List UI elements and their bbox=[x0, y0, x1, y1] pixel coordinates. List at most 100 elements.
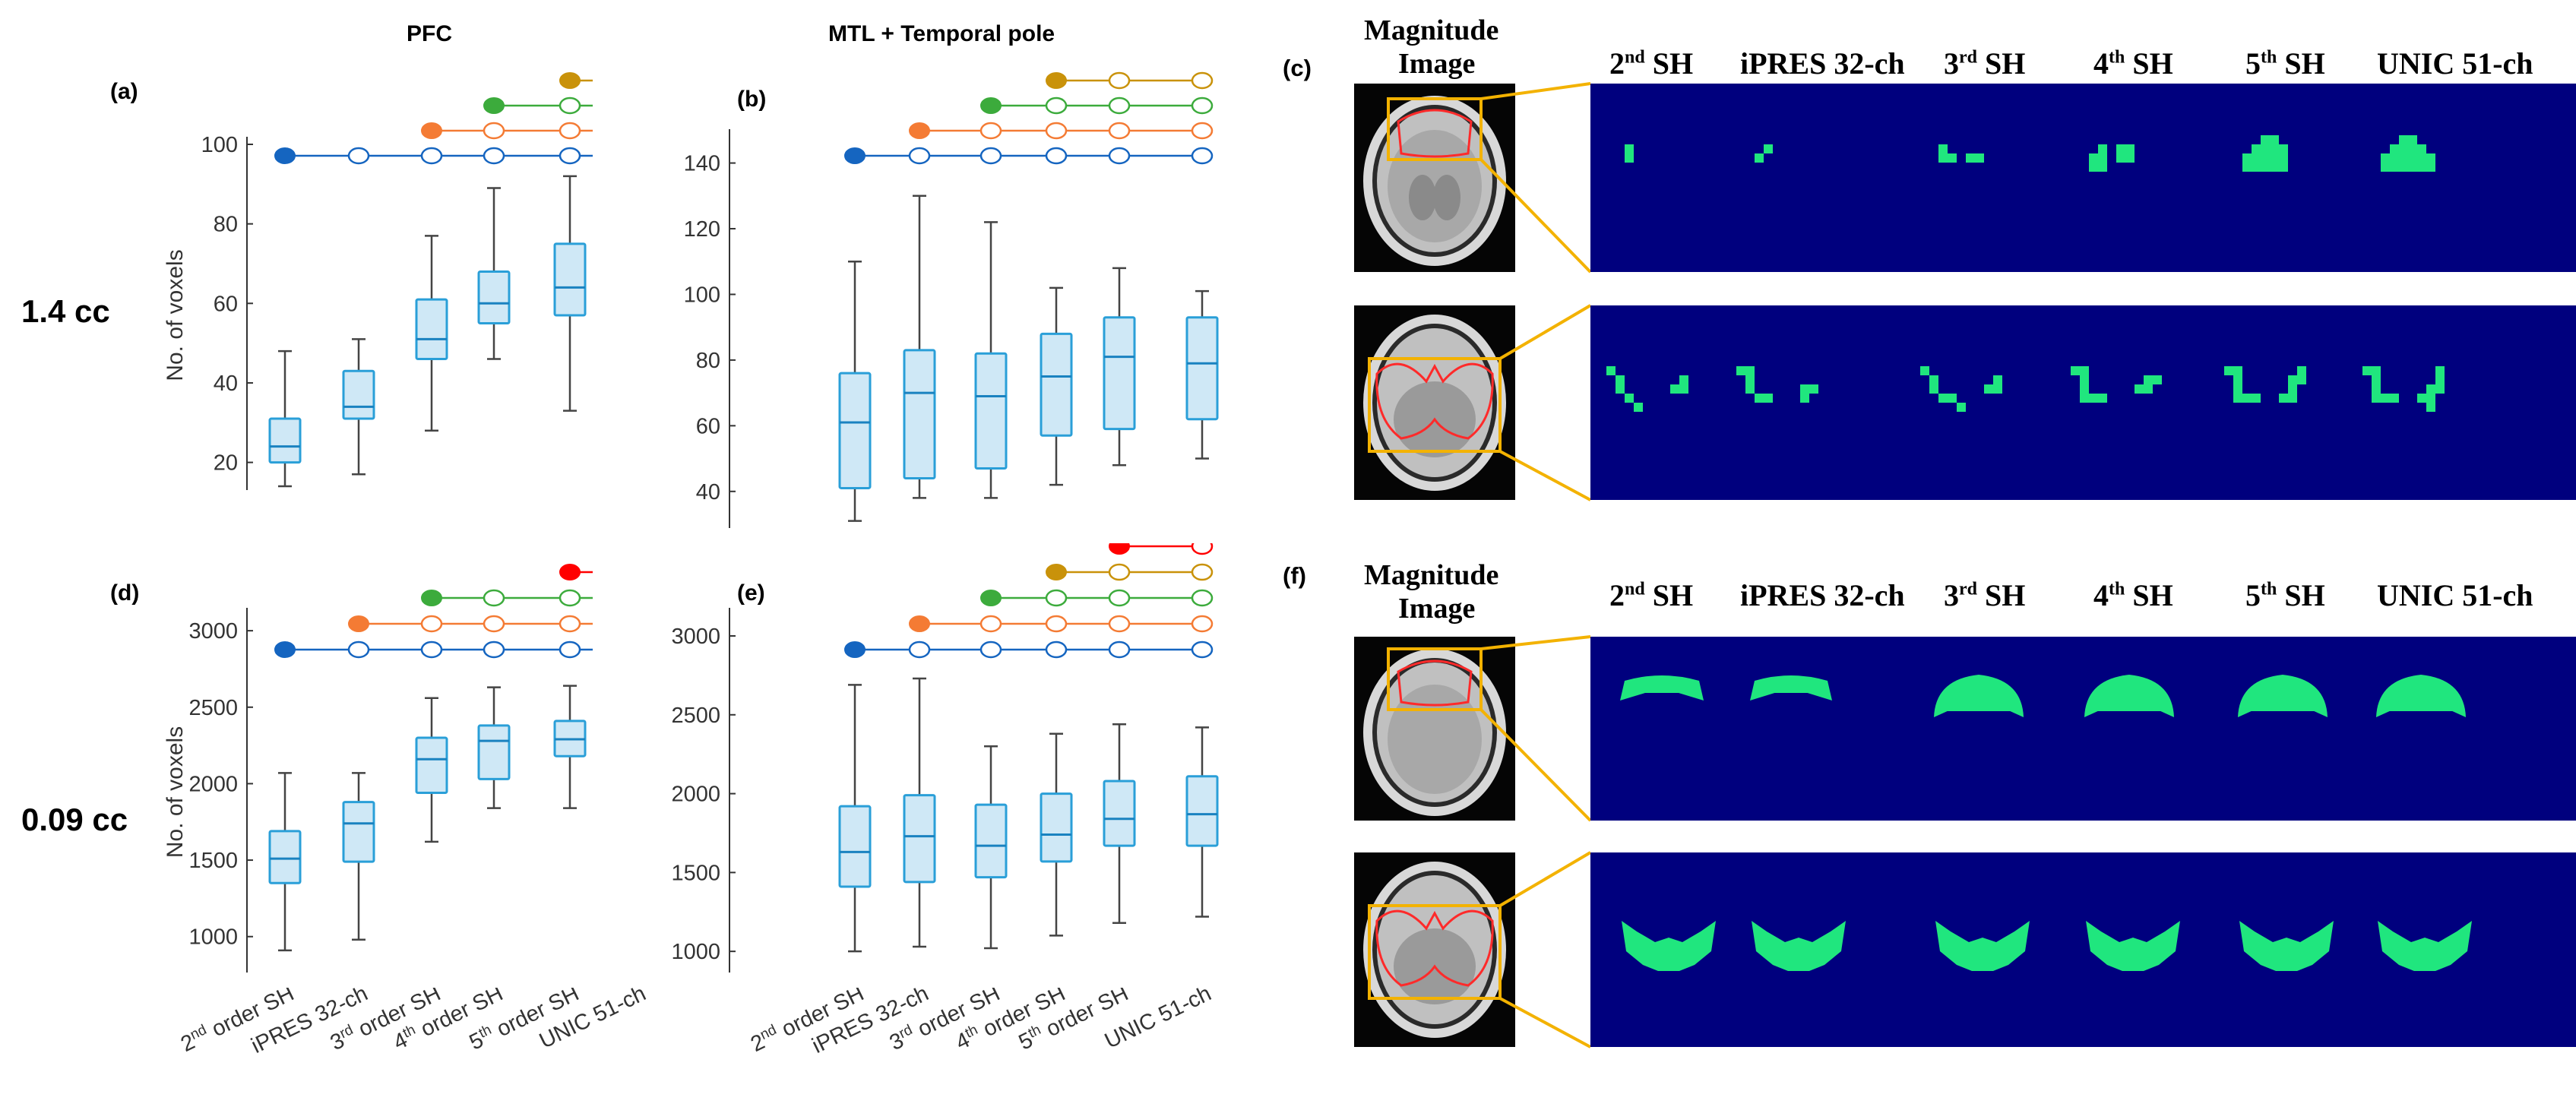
significance-compare-dot bbox=[979, 122, 1002, 140]
magnitude-label-top-1: Magnitude bbox=[1364, 14, 1499, 46]
significance-ref-dot bbox=[844, 147, 866, 164]
y-tick-label: 100 bbox=[684, 283, 720, 307]
box-2 bbox=[974, 745, 1008, 950]
significance-compare-dot bbox=[1108, 640, 1131, 659]
y-tick-label: 40 bbox=[696, 480, 720, 504]
box-iqr bbox=[1103, 780, 1136, 847]
voxel-cluster bbox=[2381, 135, 2435, 172]
map-header: 2nd SH bbox=[1609, 46, 1694, 81]
significance-compare-dot bbox=[979, 615, 1002, 633]
significance-compare-dot bbox=[559, 122, 581, 140]
box-iqr bbox=[838, 805, 872, 888]
significance-row bbox=[559, 564, 593, 580]
magnitude-label-top-2: Image bbox=[1398, 48, 1476, 80]
voxel-map-f-pfc bbox=[1590, 637, 2576, 821]
box-iqr bbox=[477, 270, 511, 324]
significance-ref-dot bbox=[421, 122, 442, 139]
box-iqr bbox=[268, 417, 302, 464]
box-iqr bbox=[1185, 316, 1219, 421]
box-5 bbox=[1185, 726, 1219, 918]
box-3 bbox=[1040, 286, 1073, 486]
significance-compare-dot bbox=[483, 615, 505, 633]
voxel-cluster bbox=[1622, 921, 1716, 971]
boxplot-panel-e: (e) 1000 1500 2000 2500 3000 bbox=[671, 543, 1219, 973]
significance-compare-dot bbox=[1191, 563, 1214, 581]
y-axis-label: No. of voxels bbox=[163, 249, 188, 381]
y-tick-label: 40 bbox=[214, 372, 238, 396]
significance-compare-dot bbox=[1108, 147, 1131, 165]
y-tick-label: 1000 bbox=[188, 925, 238, 950]
box-iqr bbox=[342, 801, 375, 863]
significance-row bbox=[980, 96, 1214, 115]
magnitude-image-f-bottom bbox=[1354, 852, 1515, 1047]
box-iqr bbox=[415, 736, 448, 795]
map-header: UNIC 51-ch bbox=[2377, 578, 2533, 612]
voxel-map-c-mtl bbox=[1590, 305, 2576, 500]
box-1 bbox=[903, 195, 936, 499]
y-tick-label: 2000 bbox=[671, 783, 720, 807]
y-tick-label: 120 bbox=[684, 217, 720, 242]
significance-ref-dot bbox=[483, 97, 505, 114]
significance-compare-dot bbox=[1045, 147, 1068, 165]
panel-label: (b) bbox=[737, 87, 766, 112]
significance-compare-dot bbox=[1108, 96, 1131, 115]
box-0 bbox=[838, 684, 872, 953]
box-iqr bbox=[903, 794, 936, 884]
box-3 bbox=[477, 187, 511, 360]
box-5 bbox=[1185, 289, 1219, 460]
significance-compare-dot bbox=[908, 147, 931, 165]
y-tick-label: 2500 bbox=[188, 696, 238, 720]
box-2 bbox=[974, 221, 1008, 499]
significance-ref-dot bbox=[980, 590, 1002, 606]
significance-compare-dot bbox=[1045, 96, 1068, 115]
voxel-cluster bbox=[2378, 921, 2472, 971]
y-tick-label: 1500 bbox=[671, 861, 720, 885]
y-tick-label: 3000 bbox=[671, 625, 720, 649]
significance-row bbox=[909, 122, 1214, 140]
y-tick-label: 60 bbox=[214, 292, 238, 316]
box-iqr bbox=[268, 830, 302, 884]
significance-row bbox=[844, 147, 1214, 165]
significance-row bbox=[1046, 563, 1214, 581]
y-axis-label: No. of voxels bbox=[163, 726, 188, 858]
box-2 bbox=[415, 697, 448, 843]
row-label-0-09cc: 0.09 cc bbox=[21, 802, 128, 837]
significance-row bbox=[1109, 543, 1214, 555]
boxplot-panel-a: (a) 20 40 60 80 100 No. of voxels bbox=[110, 72, 593, 490]
voxel-cluster bbox=[2376, 675, 2466, 717]
y-tick-label: 2500 bbox=[671, 704, 720, 728]
column-title-mtl: MTL + Temporal pole bbox=[828, 21, 1055, 46]
significance-ref-dot bbox=[844, 641, 866, 658]
box-0 bbox=[268, 349, 302, 488]
row-label-1-4cc: 1.4 cc bbox=[21, 293, 110, 329]
significance-compare-dot bbox=[347, 147, 370, 165]
panel-label-f: (f) bbox=[1283, 562, 1306, 589]
significance-ref-dot bbox=[559, 564, 581, 580]
voxel-cluster bbox=[1736, 366, 1818, 403]
map-header: iPRES 32-ch bbox=[1740, 578, 1905, 612]
significance-compare-dot bbox=[420, 640, 443, 659]
significance-row bbox=[483, 96, 593, 115]
map-header: 3rd SH bbox=[1944, 578, 2026, 612]
y-tick-label: 60 bbox=[696, 414, 720, 438]
box-4 bbox=[1103, 267, 1136, 467]
box-1 bbox=[903, 677, 936, 948]
box-0 bbox=[838, 260, 872, 522]
voxel-cluster bbox=[1920, 366, 2002, 412]
significance-row bbox=[909, 615, 1214, 633]
significance-compare-dot bbox=[908, 640, 931, 659]
significance-compare-dot bbox=[1045, 640, 1068, 659]
magnitude-label-bottom-1: Magnitude bbox=[1364, 559, 1499, 591]
voxel-cluster bbox=[1755, 144, 1773, 163]
box-iqr bbox=[477, 724, 511, 780]
significance-row bbox=[348, 615, 593, 633]
significance-compare-dot bbox=[347, 640, 370, 659]
y-tick-label: 1500 bbox=[188, 849, 238, 873]
significance-compare-dot bbox=[559, 589, 581, 607]
significance-row bbox=[421, 122, 593, 140]
boxplot-panel-d: (d) 1000 1500 2000 2500 3000 No. of voxels bbox=[110, 564, 593, 973]
panel-label-c: (c) bbox=[1283, 55, 1312, 81]
y-tick-label: 1000 bbox=[671, 940, 720, 964]
y-tick-label: 3000 bbox=[188, 619, 238, 644]
box-iqr bbox=[1185, 775, 1219, 847]
